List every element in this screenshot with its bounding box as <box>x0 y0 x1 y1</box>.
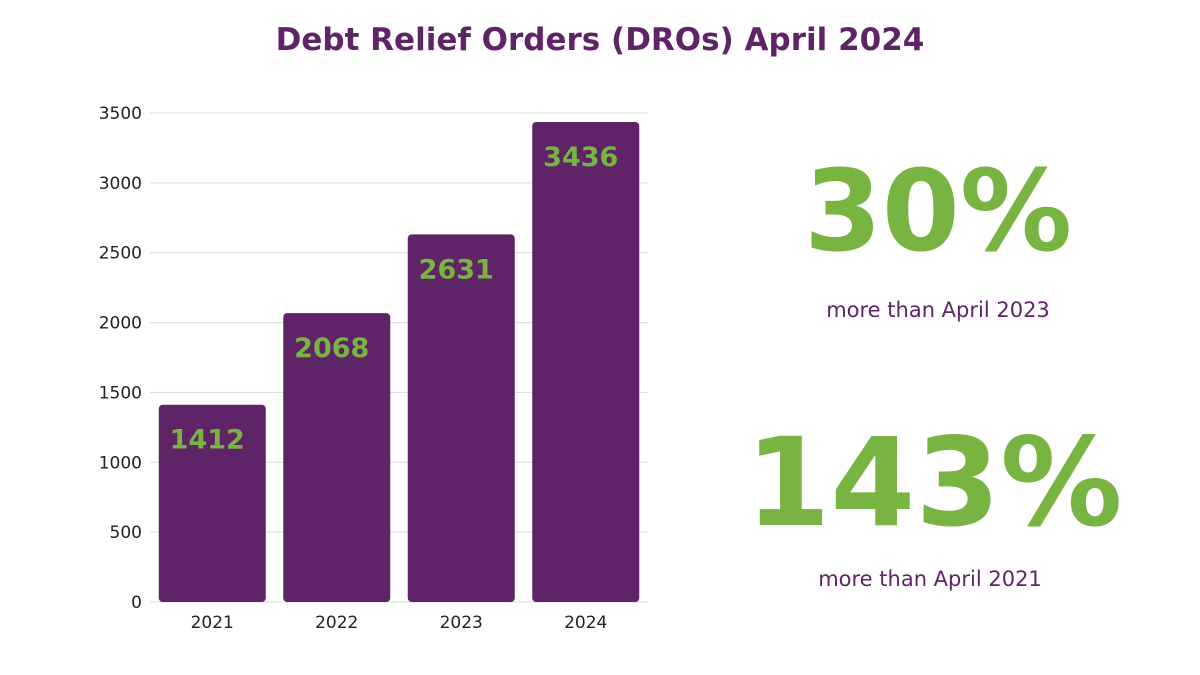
bar-2021 <box>158 404 266 602</box>
data-label: 2631 <box>419 254 494 285</box>
data-label: 2068 <box>294 333 369 364</box>
y-tick-label: 3500 <box>99 104 142 124</box>
bar-2023 <box>407 234 515 602</box>
x-tick-label: 2021 <box>191 613 234 633</box>
x-axis-ticks: 2021 2022 2023 2024 <box>191 613 608 633</box>
x-tick-label: 2022 <box>315 613 358 633</box>
x-tick-label: 2023 <box>440 613 483 633</box>
y-tick-label: 1500 <box>99 383 142 403</box>
chart-title: Debt Relief Orders (DROs) April 2024 <box>275 22 925 58</box>
data-labels: 1412 2068 2631 3436 <box>170 142 619 456</box>
stat-percent-vs-2023: 30% <box>803 147 1073 277</box>
y-tick-label: 500 <box>110 523 142 543</box>
stat-caption-vs-2021: more than April 2021 <box>818 567 1042 591</box>
stat-percent-vs-2021: 143% <box>745 412 1123 554</box>
data-label: 1412 <box>170 425 245 456</box>
bars <box>158 121 640 602</box>
y-tick-label: 0 <box>131 593 142 613</box>
data-label: 3436 <box>543 142 618 173</box>
y-axis-ticks: 0 500 1000 1500 2000 2500 3000 3500 <box>99 104 142 613</box>
stat-caption-vs-2023: more than April 2023 <box>826 298 1050 322</box>
y-tick-label: 2000 <box>99 314 142 334</box>
y-tick-label: 2500 <box>99 244 142 264</box>
bar-2022 <box>283 313 391 602</box>
x-tick-label: 2024 <box>564 613 607 633</box>
y-tick-label: 3000 <box>99 174 142 194</box>
y-tick-label: 1000 <box>99 453 142 473</box>
bar-2024 <box>532 121 640 602</box>
